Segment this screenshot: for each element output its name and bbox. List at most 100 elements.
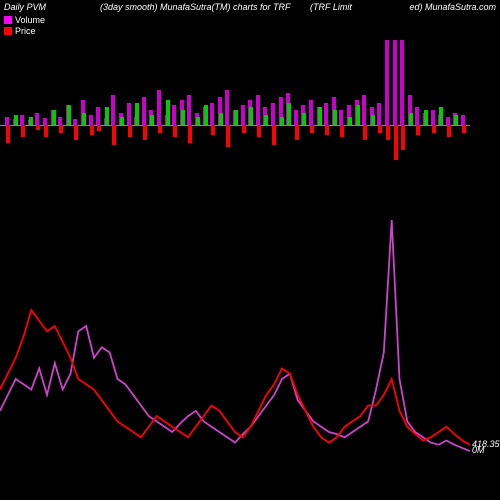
price-bar (158, 125, 162, 133)
volume-bar (271, 103, 275, 125)
price-bar (219, 113, 223, 125)
price-bar (378, 125, 382, 133)
price-bar (97, 125, 101, 131)
price-bar (302, 113, 306, 125)
price-bar (318, 107, 322, 125)
volume-bar (256, 95, 260, 125)
title-daily: Daily PVM (4, 2, 46, 12)
price-bar (6, 125, 10, 143)
price-bar (181, 110, 185, 125)
legend-price: Price (4, 25, 45, 36)
price-bar (462, 125, 466, 133)
volume-bar (400, 40, 404, 125)
price-bar (204, 105, 208, 125)
title-symbol: (TRF Limit (310, 2, 352, 12)
volume-bar (309, 100, 313, 125)
price-bar (386, 125, 390, 140)
line-chart-svg (0, 220, 470, 485)
price-bar (409, 113, 413, 125)
volume-bar (157, 90, 161, 125)
price-bar (287, 103, 291, 125)
price-bar (424, 110, 428, 125)
upper-chart (0, 40, 470, 210)
price-bar (310, 125, 314, 133)
price-bar (196, 117, 200, 125)
volume-bar (324, 103, 328, 125)
price-bar (401, 125, 405, 150)
price-bar (120, 117, 124, 125)
price-bar (340, 125, 344, 137)
volume-bar (20, 115, 24, 125)
price-bar (29, 117, 33, 125)
volume-bar (35, 113, 39, 125)
price-bar (295, 125, 299, 140)
price-bar (112, 125, 116, 145)
price-bar (249, 107, 253, 125)
volume-bar (187, 95, 191, 125)
volume-bar (210, 103, 214, 125)
title-site: ed) MunafaSutra.com (409, 2, 496, 12)
volume-line (0, 220, 470, 451)
legend-price-label: Price (15, 26, 36, 36)
price-bar (166, 100, 170, 125)
price-bar (416, 125, 420, 135)
price-bar (394, 125, 398, 160)
price-bar (363, 125, 367, 140)
volume-bar (431, 110, 435, 125)
price-bar (67, 105, 71, 125)
price-bar (257, 125, 261, 137)
price-bar (135, 103, 139, 125)
volume-bar (362, 95, 366, 125)
price-bar (128, 125, 132, 137)
volume-bar (339, 110, 343, 125)
legend-volume: Volume (4, 14, 45, 25)
volume-bar (446, 117, 450, 125)
price-bar (143, 125, 147, 140)
price-bar (59, 125, 63, 133)
price-bar (264, 115, 268, 125)
volume-bar (96, 107, 100, 125)
price-bar (242, 125, 246, 133)
price-bar (36, 125, 40, 130)
price-bar (439, 107, 443, 125)
chart-header: Daily PVM (3day smooth) MunafaSutra(TM) … (0, 2, 500, 16)
volume-bar (241, 105, 245, 125)
title-source: (3day smooth) MunafaSutra(TM) charts for… (100, 2, 291, 12)
price-bar (90, 125, 94, 135)
price-bar (432, 125, 436, 133)
price-bar (44, 125, 48, 137)
price-bar (371, 115, 375, 125)
volume-swatch (4, 16, 12, 24)
price-bar (325, 125, 329, 135)
price-bar (454, 115, 458, 125)
volume-bar (111, 95, 115, 125)
price-bar (226, 125, 230, 147)
price-bar (173, 125, 177, 137)
price-bar (21, 125, 25, 137)
price-bar (105, 107, 109, 125)
price-bar (150, 115, 154, 125)
price-swatch (4, 27, 12, 35)
volume-bar (461, 115, 465, 125)
price-bar (188, 125, 192, 143)
price-bar (272, 125, 276, 145)
legend-volume-label: Volume (15, 15, 45, 25)
volume-bar (89, 115, 93, 125)
price-bar (447, 125, 451, 137)
price-bar (356, 105, 360, 125)
volume-bar (58, 117, 62, 125)
volume-bar (393, 40, 397, 125)
volume-bar (172, 105, 176, 125)
legend: Volume Price (4, 14, 45, 36)
price-bar (280, 117, 284, 125)
volume-bar (377, 103, 381, 125)
lower-chart (0, 220, 470, 485)
price-bar (333, 110, 337, 125)
price-axis-label: 418.35 (472, 439, 500, 449)
volume-bar (142, 97, 146, 125)
price-bar (14, 115, 18, 125)
price-bar (211, 125, 215, 135)
volume-bar (225, 90, 229, 125)
baseline (0, 125, 470, 126)
price-bar (52, 110, 56, 125)
